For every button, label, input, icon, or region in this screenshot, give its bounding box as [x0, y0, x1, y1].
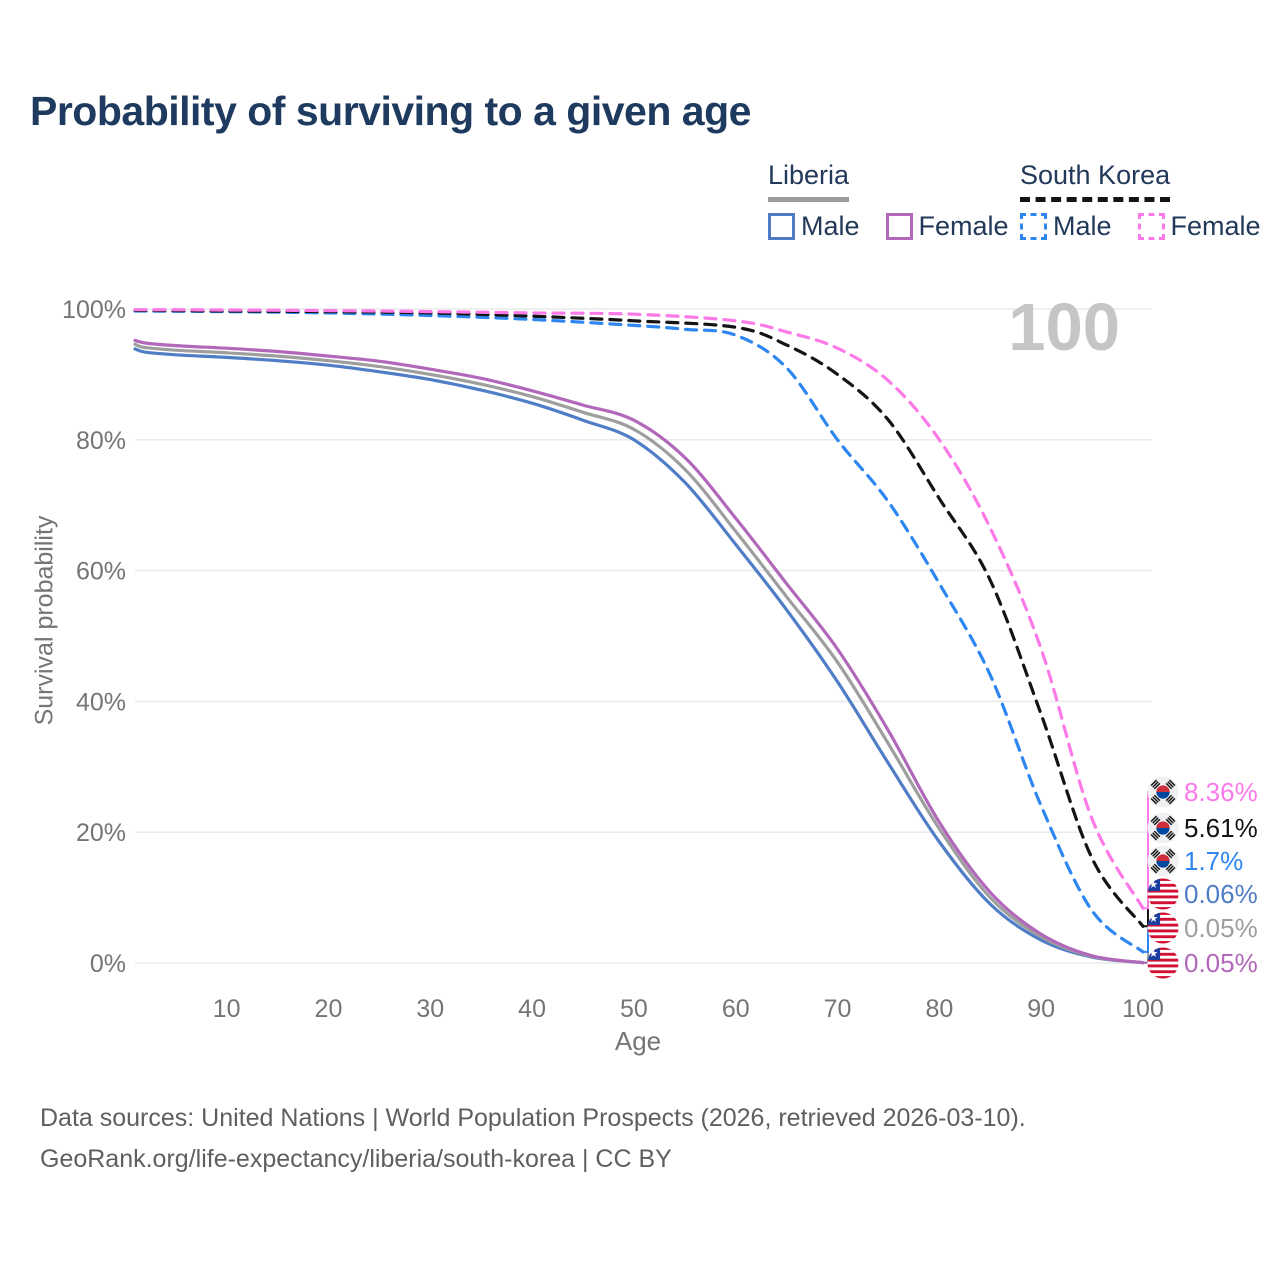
series-line-liberia-both-sexes[interactable]: [133, 342, 1145, 965]
series-line-south-korea-female[interactable]: [133, 308, 1145, 910]
y-axis-title: Survival probability: [30, 515, 59, 726]
end-label-south-korea-both[interactable]: 5.61%: [1147, 812, 1258, 844]
y-tick-label: 40%: [76, 688, 126, 716]
end-label-value: 0.05%: [1184, 912, 1258, 943]
x-tick-label: 40: [518, 995, 546, 1023]
x-tick-label: 60: [722, 995, 750, 1023]
legend-item-south-korea-female[interactable]: Female: [1137, 211, 1261, 242]
end-label-liberia-both[interactable]: 0.05%: [1147, 912, 1258, 944]
end-label-value: 0.06%: [1184, 878, 1258, 909]
legend-header-south-korea: South Korea: [1020, 160, 1171, 202]
series-line-liberia-male[interactable]: [133, 347, 1145, 965]
end-label-value: 5.61%: [1184, 812, 1258, 843]
x-tick-label: 100: [1122, 995, 1164, 1023]
legend-item-label: Male: [1053, 211, 1112, 241]
y-tick-label: 0%: [90, 950, 126, 978]
end-label-value: 1.7%: [1184, 845, 1244, 876]
series-line-south-korea-male[interactable]: [133, 309, 1145, 954]
age-counter-watermark: 100: [1008, 290, 1120, 365]
x-tick-label: 20: [315, 995, 343, 1023]
end-label-south-korea-female[interactable]: 8.36%: [1147, 776, 1258, 808]
y-tick-label: 20%: [76, 819, 126, 847]
liberia-flag-icon: [1147, 947, 1179, 979]
legend-item-liberia-female[interactable]: Female: [885, 211, 1009, 242]
legend-group-liberia: Liberia Male Female: [768, 160, 1009, 242]
south-korea-flag-icon: [1147, 845, 1179, 877]
page-title: Probability of surviving to a given age: [30, 88, 751, 134]
data-sources-text: Data sources: United Nations | World Pop…: [40, 1104, 1026, 1132]
liberia-female-swatch-icon: [885, 213, 913, 240]
y-tick-label: 80%: [76, 427, 126, 455]
x-tick-label: 80: [925, 995, 953, 1023]
legend-item-label: Male: [801, 211, 860, 241]
end-label-south-korea-male[interactable]: 1.7%: [1147, 845, 1243, 877]
south-korea-flag-icon: [1147, 776, 1179, 808]
legend-item-label: Female: [918, 211, 1009, 241]
x-tick-label: 50: [620, 995, 648, 1023]
series-line-liberia-female[interactable]: [133, 338, 1145, 965]
attribution-link-text[interactable]: GeoRank.org/life-expectancy/liberia/sout…: [40, 1145, 672, 1173]
x-tick-label: 10: [213, 995, 241, 1023]
series-line-south-korea-both-sexes[interactable]: [133, 308, 1145, 928]
legend-item-label: Female: [1170, 211, 1261, 241]
y-tick-label: 100%: [62, 296, 126, 324]
legend-group-south-korea: South Korea Male Female: [1020, 160, 1261, 242]
south-korea-male-swatch-icon: [1020, 213, 1047, 240]
y-tick-label: 60%: [76, 558, 126, 586]
x-tick-label: 70: [824, 995, 852, 1023]
end-label-value: 8.36%: [1184, 776, 1258, 807]
liberia-male-swatch-icon: [768, 213, 795, 240]
x-tick-label: 90: [1027, 995, 1055, 1023]
end-label-liberia-male[interactable]: 0.06%: [1147, 878, 1258, 910]
end-label-value: 0.05%: [1184, 947, 1258, 978]
legend-item-liberia-male[interactable]: Male: [768, 211, 860, 242]
liberia-flag-icon: [1147, 912, 1179, 944]
end-label-liberia-female[interactable]: 0.05%: [1147, 947, 1258, 979]
south-korea-flag-icon: [1147, 812, 1179, 844]
x-axis-title: Age: [614, 1026, 662, 1056]
liberia-flag-icon: [1147, 878, 1179, 910]
x-tick-label: 30: [416, 995, 444, 1023]
legend-header-liberia: Liberia: [768, 160, 850, 202]
south-korea-female-swatch-icon: [1137, 213, 1165, 240]
legend-item-south-korea-male[interactable]: Male: [1020, 211, 1112, 242]
